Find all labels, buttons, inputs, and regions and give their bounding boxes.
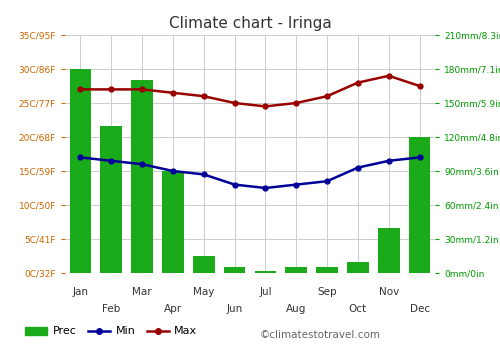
Title: Climate chart - Iringa: Climate chart - Iringa bbox=[168, 16, 332, 31]
Bar bbox=[254, 271, 276, 273]
Bar bbox=[347, 262, 368, 273]
Text: Mar: Mar bbox=[132, 287, 152, 297]
Text: Feb: Feb bbox=[102, 304, 120, 315]
Text: Jan: Jan bbox=[72, 287, 88, 297]
Text: May: May bbox=[193, 287, 214, 297]
Text: ©climatestotravel.com: ©climatestotravel.com bbox=[260, 329, 381, 340]
Bar bbox=[409, 137, 430, 273]
Text: Aug: Aug bbox=[286, 304, 306, 315]
Bar bbox=[286, 267, 307, 273]
Text: Oct: Oct bbox=[349, 304, 367, 315]
Text: Dec: Dec bbox=[410, 304, 430, 315]
Text: Jul: Jul bbox=[259, 287, 272, 297]
Text: Nov: Nov bbox=[378, 287, 399, 297]
Text: Jun: Jun bbox=[226, 304, 242, 315]
Bar bbox=[100, 126, 122, 273]
Text: Apr: Apr bbox=[164, 304, 182, 315]
Bar bbox=[316, 267, 338, 273]
Bar bbox=[193, 256, 214, 273]
Legend: Prec, Min, Max: Prec, Min, Max bbox=[20, 322, 202, 341]
Bar bbox=[224, 267, 246, 273]
Bar bbox=[162, 171, 184, 273]
Bar bbox=[70, 69, 91, 273]
Bar bbox=[132, 80, 153, 273]
Text: Sep: Sep bbox=[318, 287, 337, 297]
Bar bbox=[378, 228, 400, 273]
